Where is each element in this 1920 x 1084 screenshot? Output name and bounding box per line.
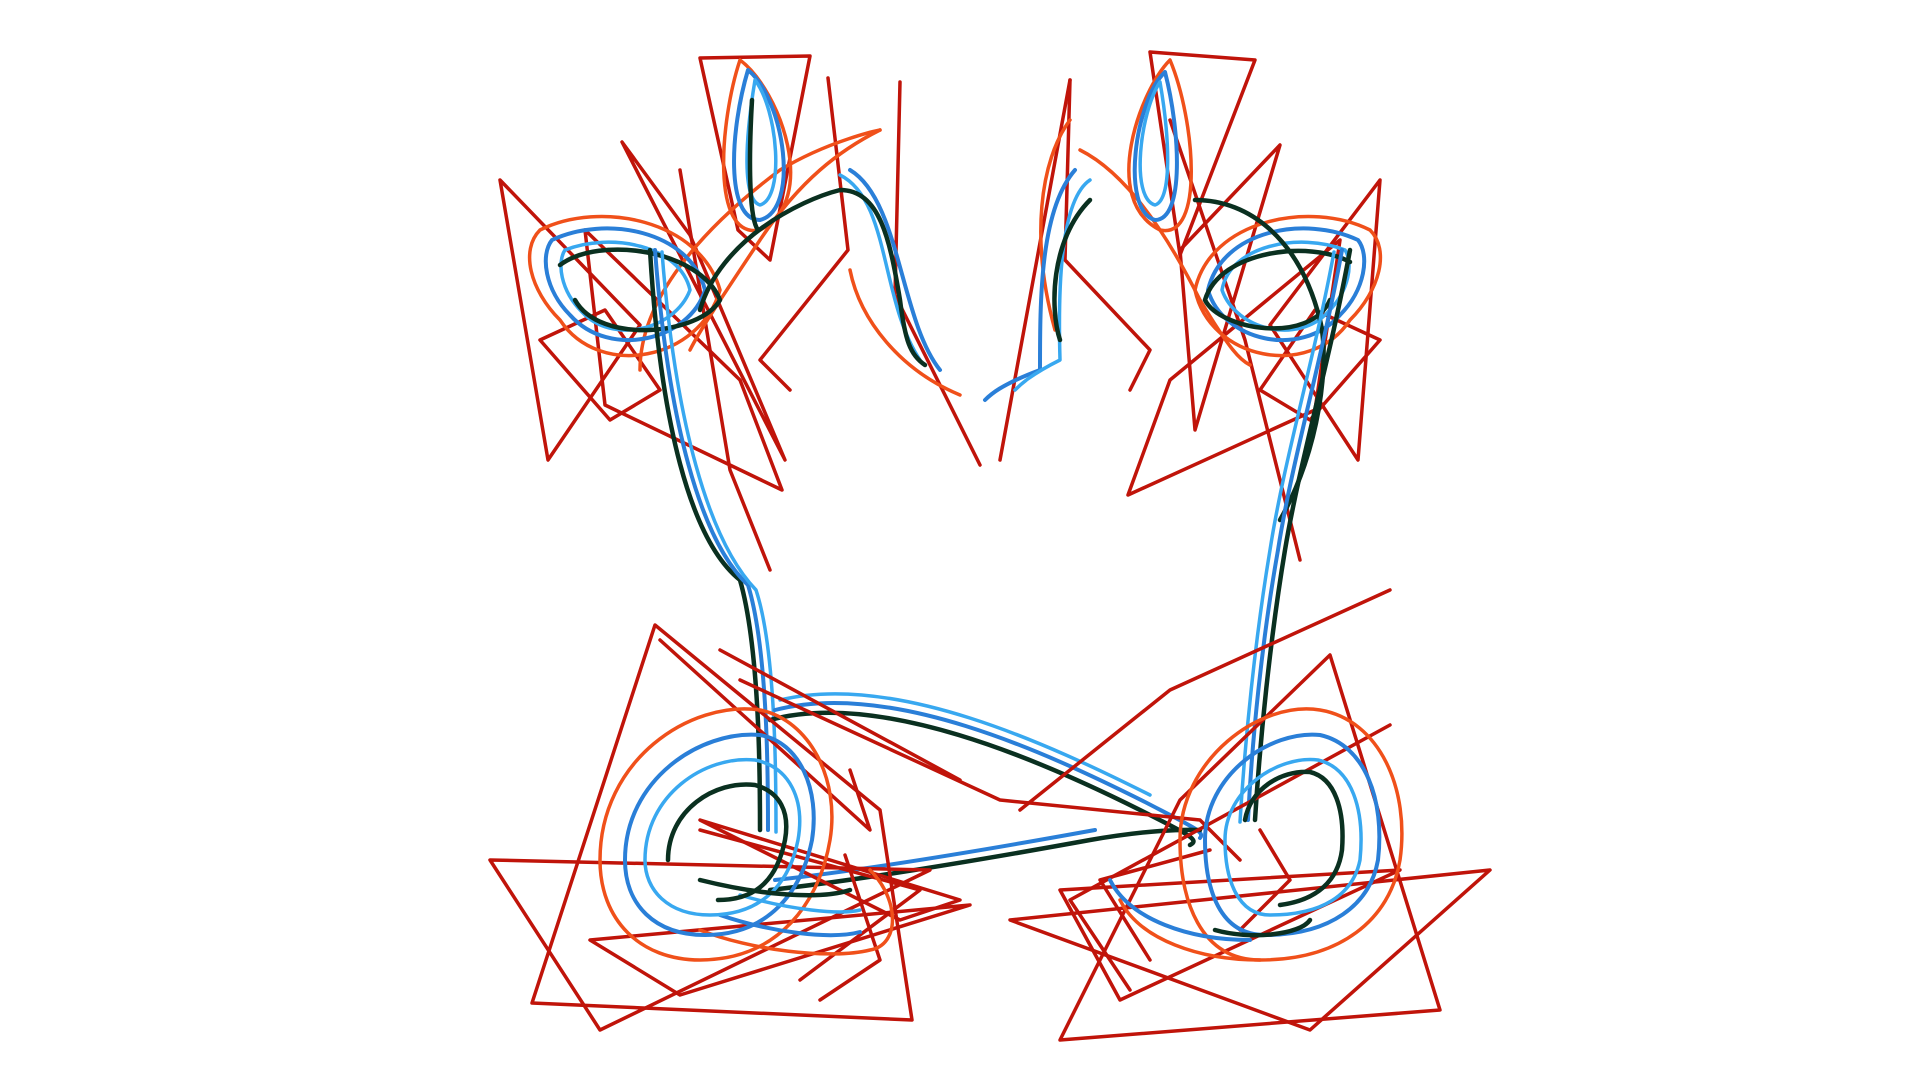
cluster-top-right bbox=[983, 50, 1383, 562]
curve-inner bbox=[745, 78, 778, 207]
curve-core bbox=[647, 247, 763, 833]
polygon-shard bbox=[698, 818, 962, 922]
polygon-shard bbox=[1268, 178, 1382, 462]
curve-core bbox=[697, 187, 928, 368]
cluster-bottom-left bbox=[488, 623, 972, 1032]
polygon-shard bbox=[1018, 588, 1392, 812]
curve-outer bbox=[598, 707, 834, 962]
curve-core bbox=[557, 247, 723, 333]
curve-core bbox=[665, 782, 789, 903]
polygon-shard bbox=[718, 648, 962, 782]
polygon-shard bbox=[583, 228, 784, 492]
curve-mid bbox=[653, 248, 770, 832]
curve-inner bbox=[738, 893, 862, 914]
curve-mid bbox=[1203, 732, 1382, 937]
curve-inner bbox=[660, 250, 778, 834]
curve-mid bbox=[732, 68, 786, 222]
polygon-shard bbox=[698, 828, 922, 982]
polygon-shard bbox=[1098, 848, 1212, 962]
curve-core bbox=[697, 877, 853, 898]
polygon-shard bbox=[1148, 50, 1257, 257]
curve-outer bbox=[1193, 214, 1383, 358]
curve-core bbox=[1212, 917, 1313, 938]
curve-mid bbox=[1108, 878, 1252, 942]
cluster-bottom-right bbox=[1008, 653, 1492, 1042]
curve-mid bbox=[983, 168, 1077, 402]
curve-mid bbox=[848, 168, 942, 372]
polygon-shard bbox=[1063, 78, 1152, 392]
polygon-shard bbox=[498, 178, 642, 462]
polygon-shard bbox=[488, 858, 932, 1032]
curve-outer bbox=[527, 214, 722, 358]
curve-outer bbox=[1078, 148, 1252, 367]
polygon-shard bbox=[738, 678, 1242, 862]
curve-inner bbox=[1013, 178, 1092, 392]
curve-mid bbox=[718, 913, 862, 938]
curve-core bbox=[767, 710, 1196, 848]
curve-mid bbox=[1246, 248, 1344, 822]
curve-core bbox=[747, 97, 761, 233]
polygon-shard bbox=[1068, 723, 1392, 992]
curve-inner bbox=[643, 757, 802, 917]
polygon-shard bbox=[1008, 868, 1492, 1032]
curve-mid bbox=[1132, 70, 1179, 222]
curve-outer bbox=[1039, 118, 1072, 332]
polygon-shard bbox=[893, 80, 982, 467]
curve-outer bbox=[848, 268, 962, 397]
polygon-shard bbox=[588, 903, 972, 997]
curve-inner bbox=[1223, 757, 1363, 917]
curve-core bbox=[1242, 769, 1345, 908]
curve-outer bbox=[698, 868, 895, 956]
polygon-shard bbox=[1178, 143, 1282, 432]
polygon-shard bbox=[658, 638, 872, 832]
curve-core bbox=[767, 827, 1203, 893]
curve-inner bbox=[778, 692, 1152, 797]
curve-core bbox=[1052, 197, 1093, 343]
curve-mid bbox=[773, 701, 1204, 840]
curve-outer bbox=[688, 128, 882, 352]
curve-mid bbox=[623, 732, 816, 937]
curve-mid bbox=[1206, 226, 1367, 342]
polygon-shard bbox=[758, 76, 850, 392]
polygon-shard bbox=[1058, 653, 1442, 1042]
cluster-top-left bbox=[498, 54, 982, 572]
curve-inner bbox=[1138, 80, 1170, 207]
curve-outer bbox=[1118, 898, 1262, 962]
polygon-shard bbox=[538, 308, 662, 422]
curve-outer bbox=[1178, 707, 1404, 962]
curve-core bbox=[1202, 248, 1353, 331]
polygon-shard bbox=[818, 853, 882, 1002]
curve-core bbox=[1252, 247, 1353, 823]
polygon-shard bbox=[530, 623, 914, 1022]
